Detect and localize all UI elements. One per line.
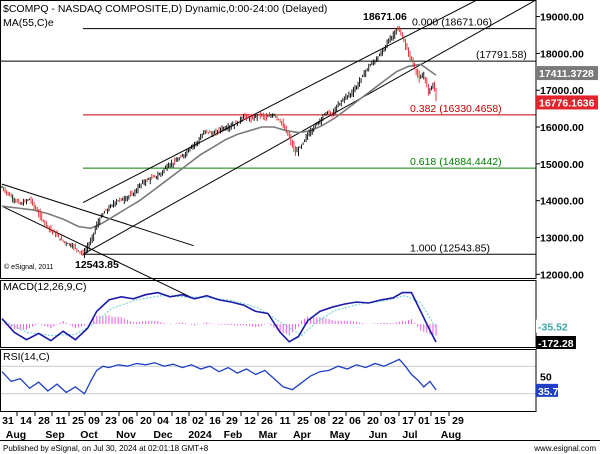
watermark: © eSignal, 2011 <box>4 263 54 271</box>
time-tick-label: 08 <box>314 415 326 427</box>
time-tick-label: 04 <box>157 415 169 427</box>
value-badge <box>536 66 598 81</box>
time-tick-label: 11 <box>55 415 66 427</box>
month-label: Apr <box>293 429 311 441</box>
price-tick-label: 13000.00 <box>540 232 584 244</box>
time-tick-label: 25 <box>297 415 309 427</box>
month-label: Nov <box>116 429 136 441</box>
resistance-label: (17791.58) <box>476 49 527 61</box>
rsi-title: RSI(14,C) <box>3 351 50 363</box>
price-axis: 12000.00 13000.00 14000.00 15000.00 16000.00… <box>536 12 584 384</box>
price-tick-label: 18000.00 <box>540 48 584 60</box>
ma-legend-label: MA(55,C)e <box>3 17 54 29</box>
channel-line <box>1 183 194 247</box>
fibonacci-levels: 0.000 (18671.06) 0.382 (16330.4658) 0.618 … <box>0 17 536 255</box>
fib-level-label: 0.000 (18671.06) <box>412 17 492 29</box>
channel-line <box>82 0 479 203</box>
time-tick-label: 01 <box>418 415 430 427</box>
time-tick-label: 17 <box>402 415 414 427</box>
time-tick-label: 23 <box>105 415 117 427</box>
time-tick-label: 16 <box>209 415 221 427</box>
time-tick-label: 09 <box>88 415 100 427</box>
month-label: Jul <box>402 429 417 441</box>
time-tick-label: 20 <box>140 415 152 427</box>
time-tick-label: 15 <box>434 415 446 427</box>
value-badge-text: 35.7 <box>538 386 559 398</box>
time-tick-label: 25 <box>72 415 84 427</box>
fib-level-label: 1.000 (12543.85) <box>410 242 490 254</box>
month-label: 2024 <box>188 429 212 441</box>
value-badge <box>536 383 558 397</box>
macd-histogram <box>1 315 437 336</box>
month-label: Mar <box>259 429 278 441</box>
price-tick-label: 19000.00 <box>540 12 584 24</box>
month-label: Jun <box>369 429 388 441</box>
channel-line <box>1 205 194 300</box>
price-tick-label: 12000.00 <box>540 269 584 281</box>
ma-55-line <box>1 63 437 230</box>
macd-panel <box>1 291 437 343</box>
value-badge-text: -172.28 <box>538 338 574 350</box>
price-panel: 0.000 (18671.06) 0.382 (16330.4658) 0.618 … <box>0 0 537 300</box>
price-tick-label: 17000.00 <box>540 85 584 97</box>
macd-title: MACD(12,26,9,C) <box>3 281 86 293</box>
price-candles <box>1 25 437 259</box>
panel-frame <box>0 280 537 348</box>
value-badge-text: 16776.1636 <box>539 97 595 109</box>
time-tick-label: 22 <box>332 415 344 427</box>
month-label: Oct <box>80 429 98 441</box>
time-tick-label: 29 <box>226 415 238 427</box>
value-badge <box>536 319 570 333</box>
month-label: Aug <box>441 429 461 441</box>
time-tick-label: 26 <box>261 415 273 427</box>
time-tick-label: 11 <box>279 415 290 427</box>
rsi-line <box>1 358 437 395</box>
month-label: Aug <box>6 429 26 441</box>
month-label: Sep <box>45 429 64 441</box>
footer-text: Published by eSignal, on Jul 30, 2024 at… <box>3 444 209 453</box>
fib-level-label: 0.618 (14884.4442) <box>410 156 502 168</box>
month-label: Dec <box>153 429 172 441</box>
time-tick-label: 28 <box>38 415 50 427</box>
macd-line <box>1 291 437 343</box>
panel-frame <box>0 349 537 412</box>
panel-frame <box>0 0 537 279</box>
value-badge <box>536 95 598 110</box>
time-tick-label: 14 <box>20 415 32 427</box>
price-tick-label: 16000.00 <box>540 122 584 134</box>
rsi-tick-label: 50 <box>540 372 552 384</box>
time-tick-label: 06 <box>122 415 134 427</box>
footer-link[interactable]: www.esignal.com <box>533 444 596 453</box>
rsi-panel <box>0 358 536 395</box>
time-tick-label: 31 <box>2 415 14 427</box>
time-tick-label: 06 <box>349 415 361 427</box>
time-axis: 31 14 28 11 25 09 23 06 20 04 18 02 16 29 12 26 11 25 08 22… <box>2 411 464 441</box>
fib-level-label: 0.382 (16330.4658) <box>410 103 502 115</box>
time-tick-label: 02 <box>192 415 204 427</box>
value-badge-text: -35.52 <box>538 322 568 334</box>
channel-line <box>82 0 537 255</box>
month-label: Feb <box>224 429 243 441</box>
low-annotation: 12543.85 <box>75 259 119 271</box>
chart-title: $COMPQ - NASDAQ COMPOSITE,D) Dynamic,0:0… <box>3 3 327 15</box>
time-tick-label: 12 <box>244 415 256 427</box>
value-badge-text: 17411.3728 <box>539 68 594 80</box>
time-tick-label: 20 <box>367 415 379 427</box>
value-badge <box>536 336 576 350</box>
time-tick-label: 03 <box>384 415 396 427</box>
price-annotations: 18671.06 12543.85 <box>75 11 407 271</box>
trend-channels <box>1 0 537 300</box>
time-tick-label: 29 <box>452 415 464 427</box>
time-tick-label: 18 <box>175 415 187 427</box>
high-annotation: 18671.06 <box>363 11 407 23</box>
price-tick-label: 15000.00 <box>540 159 584 171</box>
last-value-badges: 17411.3728 16776.1636 -35.52 -172.28 35.7 <box>536 66 598 398</box>
rsi-reference-lines <box>0 365 536 395</box>
panel-frames <box>0 0 600 441</box>
month-label: May <box>330 429 351 441</box>
price-tick-label: 14000.00 <box>540 196 584 208</box>
